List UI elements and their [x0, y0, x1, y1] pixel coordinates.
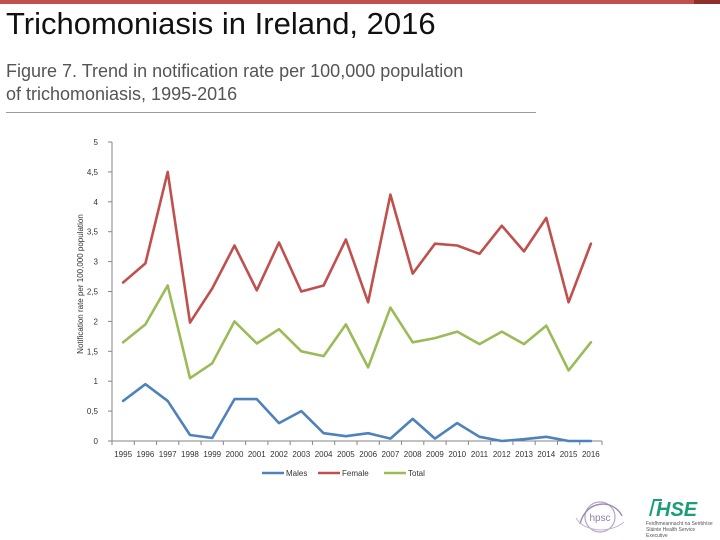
corner-accent	[694, 0, 720, 4]
y-tick-label: 1,5	[87, 347, 99, 356]
x-tick-label: 2011	[471, 450, 489, 459]
chart-series	[121, 170, 593, 443]
slide-title: Trichomoniasis in Ireland, 2016	[6, 6, 436, 41]
x-tick-label: 2010	[448, 450, 466, 459]
x-tick-label: 1999	[203, 450, 221, 459]
x-tick-label: 2007	[382, 450, 400, 459]
x-tick-label: 2002	[270, 450, 288, 459]
figure-caption-line-2: of trichomoniasis, 1995-2016	[6, 84, 238, 104]
x-tick-label: 1996	[137, 450, 155, 459]
x-tick-label: 2003	[292, 450, 310, 459]
x-tick-label: 2008	[404, 450, 422, 459]
y-axis-label: Notification rate per 100,000 population	[76, 214, 85, 354]
chart-legend: Males Female Total	[262, 469, 425, 478]
hse-logo: HSE	[649, 499, 698, 520]
x-tick-label: 2012	[493, 450, 511, 459]
y-tick-label: 0,5	[87, 407, 99, 416]
series-line-female	[121, 170, 593, 324]
hse-tagline: Feidhmeannacht na Seirbhíse Sláinte Heal…	[646, 521, 713, 539]
line-chart: 0 0,5 1 1,5 2 2,5 3 3,5 4 4,5 5 1995 1996 1997 1998 199…	[76, 138, 603, 478]
y-tick-label: 4	[94, 198, 99, 207]
x-tick-label: 1995	[114, 450, 132, 459]
y-tick-label: 3,5	[87, 228, 99, 237]
y-tick-label: 5	[94, 138, 99, 147]
x-tick-label: 2000	[226, 450, 244, 459]
y-tick-label: 2,5	[87, 288, 99, 297]
figure-caption: Figure 7. Trend in notification rate per…	[6, 60, 536, 106]
series-line-total	[121, 284, 593, 380]
x-tick-label: 2004	[315, 450, 333, 459]
y-tick-label: 0	[94, 437, 99, 446]
figure-caption-line-1: Figure 7. Trend in notification rate per…	[6, 61, 464, 81]
x-tick-label: 2006	[359, 450, 377, 459]
y-tick-label: 4,5	[87, 168, 99, 177]
hpsc-logo: hpsc	[575, 501, 625, 533]
x-tick-label: 2014	[537, 450, 555, 459]
x-tick-label: 2001	[248, 450, 266, 459]
y-tick-label: 2	[94, 317, 99, 326]
top-accent-bar	[0, 0, 720, 4]
y-tick-label: 1	[94, 377, 99, 386]
y-tick-label: 3	[94, 258, 99, 267]
x-tick-label: 1998	[181, 450, 199, 459]
legend-label-males: Males	[286, 469, 307, 478]
x-tick-label: 2005	[337, 450, 355, 459]
x-tick-label: 1997	[159, 450, 177, 459]
chart-tick-labels: 0 0,5 1 1,5 2 2,5 3 3,5 4 4,5 5 1995 1996 1997 1998 199…	[87, 138, 603, 459]
legend-label-female: Female	[342, 469, 369, 478]
hse-logo-text: HSE	[656, 499, 698, 520]
x-tick-label: 2015	[560, 450, 578, 459]
hpsc-logo-text: hpsc	[589, 513, 610, 524]
x-tick-label: 2013	[515, 450, 533, 459]
caption-underline	[6, 112, 536, 113]
x-tick-label: 2016	[582, 450, 600, 459]
x-tick-label: 2009	[426, 450, 444, 459]
series-line-males	[121, 382, 593, 443]
legend-label-total: Total	[408, 469, 425, 478]
